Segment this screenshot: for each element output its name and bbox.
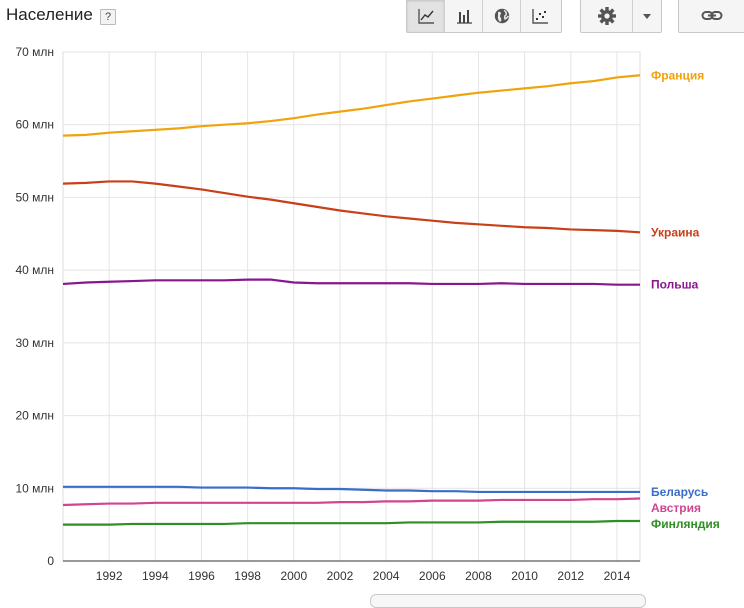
y-tick-label: 70 млн [15,45,54,59]
y-tick-label: 50 млн [15,190,54,204]
series-label: Польша [651,278,699,292]
settings-dropdown[interactable] [633,0,661,32]
caret-down-icon [643,14,651,19]
chart-type-toolbar [406,0,562,33]
x-tick-label: 2006 [419,569,446,583]
globe-map-icon [494,8,509,24]
map-view-button[interactable] [483,0,521,32]
help-button[interactable]: ? [100,9,116,25]
series-line [62,497,641,507]
y-tick-label: 40 млн [15,263,54,277]
series-label: Австрия [651,501,701,515]
scatter-chart-button[interactable] [521,0,559,32]
x-tick-label: 2010 [511,569,538,583]
settings-button[interactable] [581,0,633,32]
x-tick-label: 1996 [188,569,215,583]
series-line [62,180,641,234]
series-line [63,519,640,526]
x-tick-label: 2014 [604,569,631,583]
settings-menu [580,0,662,33]
x-tick-label: 1992 [96,569,123,583]
y-tick-label: 30 млн [15,336,54,350]
series-line [62,278,640,286]
scatter-chart-icon [532,9,548,24]
series-line [62,74,641,137]
x-tick-label: 1994 [142,569,169,583]
link-button[interactable] [679,0,744,32]
timeline-scrollbar[interactable] [370,594,646,608]
series-label: Украина [651,225,700,239]
y-tick-label: 10 млн [15,481,54,495]
gear-icon [597,7,616,25]
y-tick-label: 20 млн [15,409,54,423]
y-tick-label: 0 [47,554,54,568]
series-label: Финляндия [651,517,720,531]
bar-chart-button[interactable] [445,0,483,32]
page-title: Население [6,5,93,24]
line-chart-icon [417,9,434,24]
plot-area [62,51,641,562]
x-tick-label: 2008 [465,569,492,583]
x-tick-label: 2000 [280,569,307,583]
series-line [63,485,640,494]
link-menu [678,0,744,33]
x-tick-label: 2002 [327,569,354,583]
y-tick-label: 60 млн [15,118,54,132]
x-tick-label: 2004 [373,569,400,583]
x-tick-label: 2012 [557,569,584,583]
x-tick-label: 1998 [234,569,261,583]
link-icon [701,11,723,20]
line-chart-button[interactable] [407,0,445,32]
series-label: Франция [651,68,704,82]
series-label: Беларусь [651,485,708,499]
bar-chart-icon [456,10,472,24]
